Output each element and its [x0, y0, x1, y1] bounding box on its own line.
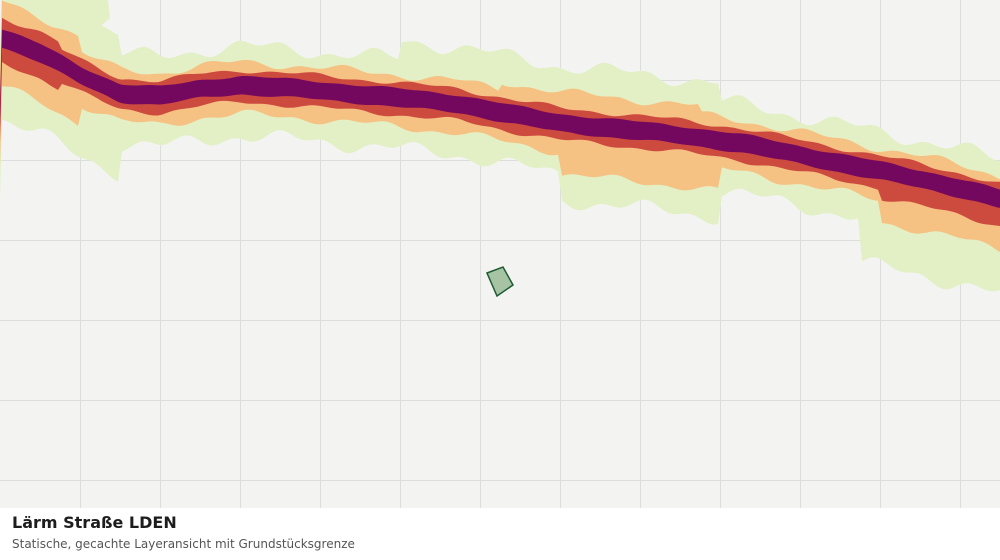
map-caption: Lärm Straße LDEN Statische, gecachte Lay… — [0, 508, 1000, 560]
parcel-boundary[interactable] — [485, 266, 514, 298]
noise-bands — [0, 0, 1000, 292]
map-canvas — [0, 0, 1000, 508]
noise-band-highest — [0, 29, 1000, 208]
layer-subtitle: Statische, gecachte Layeransicht mit Gru… — [12, 537, 355, 551]
noise-band-lowest-patch — [46, 0, 110, 34]
noise-map[interactable] — [0, 0, 1000, 508]
layer-title: Lärm Straße LDEN — [12, 513, 177, 532]
